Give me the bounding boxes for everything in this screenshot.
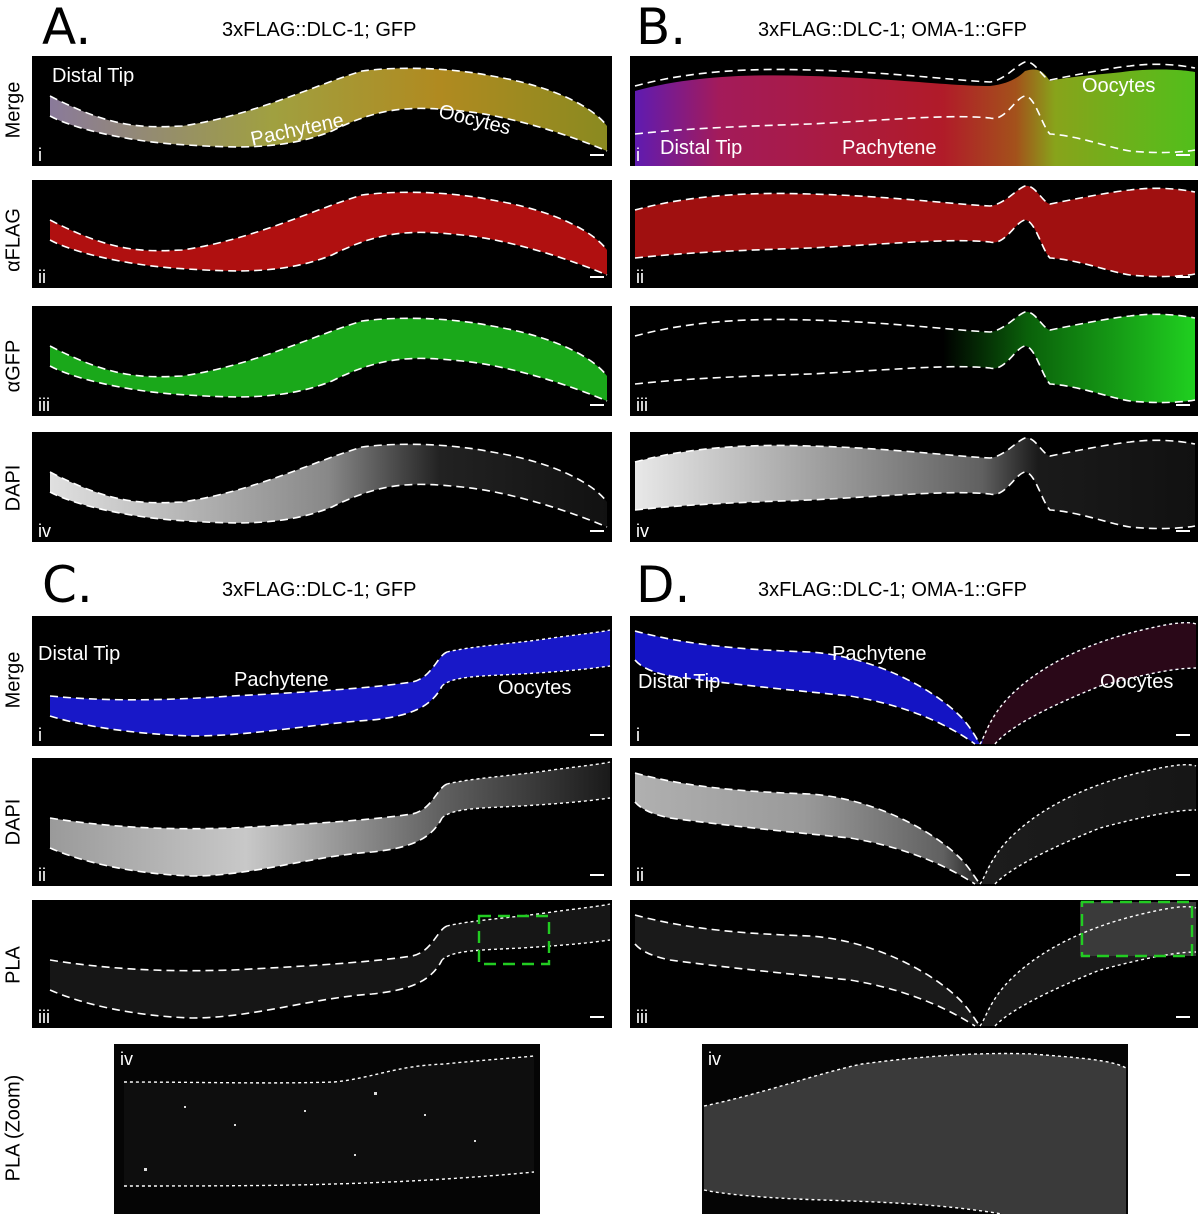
scale-bar xyxy=(1176,530,1190,532)
label-oocytes-d: Oocytes xyxy=(1100,671,1174,693)
micrograph-a-flag: ii xyxy=(32,180,612,288)
scale-bar xyxy=(1176,404,1190,406)
micrograph-d-pla: iii xyxy=(630,900,1198,1028)
roman-b-ii: ii xyxy=(636,267,644,287)
panel-title-c: 3xFLAG::DLC-1; GFP xyxy=(222,579,417,601)
label-pachytene-c: Pachytene xyxy=(234,669,329,691)
micrograph-b-flag: ii xyxy=(630,180,1198,288)
scale-bar xyxy=(1176,154,1190,156)
roman-d-ii: ii xyxy=(636,865,644,885)
label-distal-tip-d: Distal Tip xyxy=(638,671,721,693)
roman-a-ii: ii xyxy=(38,267,46,287)
scale-bar xyxy=(1176,1016,1190,1018)
micrograph-a-gfp: iii xyxy=(32,306,612,416)
panel-letter-b: B. xyxy=(636,0,687,56)
label-distal-tip-a: Distal Tip xyxy=(52,65,135,87)
scale-bar xyxy=(590,404,604,406)
label-pachytene-d: Pachytene xyxy=(832,643,927,665)
scale-bar xyxy=(590,154,604,156)
micrograph-c-pla-zoom: iv xyxy=(114,1044,540,1214)
scale-bar xyxy=(590,276,604,278)
roman-a-i: i xyxy=(38,145,42,165)
panel-letter-d: D. xyxy=(636,556,691,614)
micrograph-c-merge: Distal Tip Pachytene Oocytes i xyxy=(32,616,612,746)
micrograph-b-gfp: iii xyxy=(630,306,1198,416)
label-distal-tip-b: Distal Tip xyxy=(660,137,743,159)
label-distal-tip-c: Distal Tip xyxy=(38,643,121,665)
roman-a-iii: iii xyxy=(38,395,50,415)
panel-title-d: 3xFLAG::DLC-1; OMA-1::GFP xyxy=(758,579,1027,601)
micrograph-a-dapi: iv xyxy=(32,432,612,542)
scale-bar xyxy=(590,874,604,876)
scale-bar xyxy=(1176,874,1190,876)
roman-d-i: i xyxy=(636,725,640,745)
roman-c-iii: iii xyxy=(38,1007,50,1027)
roman-c-ii: ii xyxy=(38,865,46,885)
label-oocytes-c: Oocytes xyxy=(498,677,572,699)
label-pachytene-b: Pachytene xyxy=(842,137,937,159)
roman-d-iv: iv xyxy=(708,1049,721,1069)
roman-c-iv: iv xyxy=(120,1049,133,1069)
roman-a-iv: iv xyxy=(38,521,51,541)
panel-letter-c: C. xyxy=(42,556,93,614)
roman-b-i: i xyxy=(636,145,640,165)
micrograph-b-merge: Distal Tip Pachytene Oocytes i xyxy=(630,56,1198,166)
micrograph-d-merge: Pachytene Distal Tip Oocytes i xyxy=(630,616,1198,746)
roman-c-i: i xyxy=(38,725,42,745)
micrograph-a-merge: Distal Tip Pachytene Oocytes i xyxy=(32,56,612,166)
micrograph-d-pla-zoom: iv xyxy=(702,1044,1128,1214)
panel-title-b: 3xFLAG::DLC-1; OMA-1::GFP xyxy=(758,19,1027,41)
scale-bar xyxy=(1176,276,1190,278)
scale-bar xyxy=(1176,734,1190,736)
roman-b-iv: iv xyxy=(636,521,649,541)
micrograph-c-dapi: ii xyxy=(32,758,612,886)
scale-bar xyxy=(590,530,604,532)
micrograph-d-dapi: ii xyxy=(630,758,1198,886)
roman-d-iii: iii xyxy=(636,1007,648,1027)
scale-bar xyxy=(590,734,604,736)
scale-bar xyxy=(590,1016,604,1018)
micrograph-b-dapi: iv xyxy=(630,432,1198,542)
panel-letter-a: A. xyxy=(42,0,92,56)
label-oocytes-b: Oocytes xyxy=(1082,75,1156,97)
micrograph-c-pla: iii xyxy=(32,900,612,1028)
panel-title-a: 3xFLAG::DLC-1; GFP xyxy=(222,19,417,41)
roman-b-iii: iii xyxy=(636,395,648,415)
